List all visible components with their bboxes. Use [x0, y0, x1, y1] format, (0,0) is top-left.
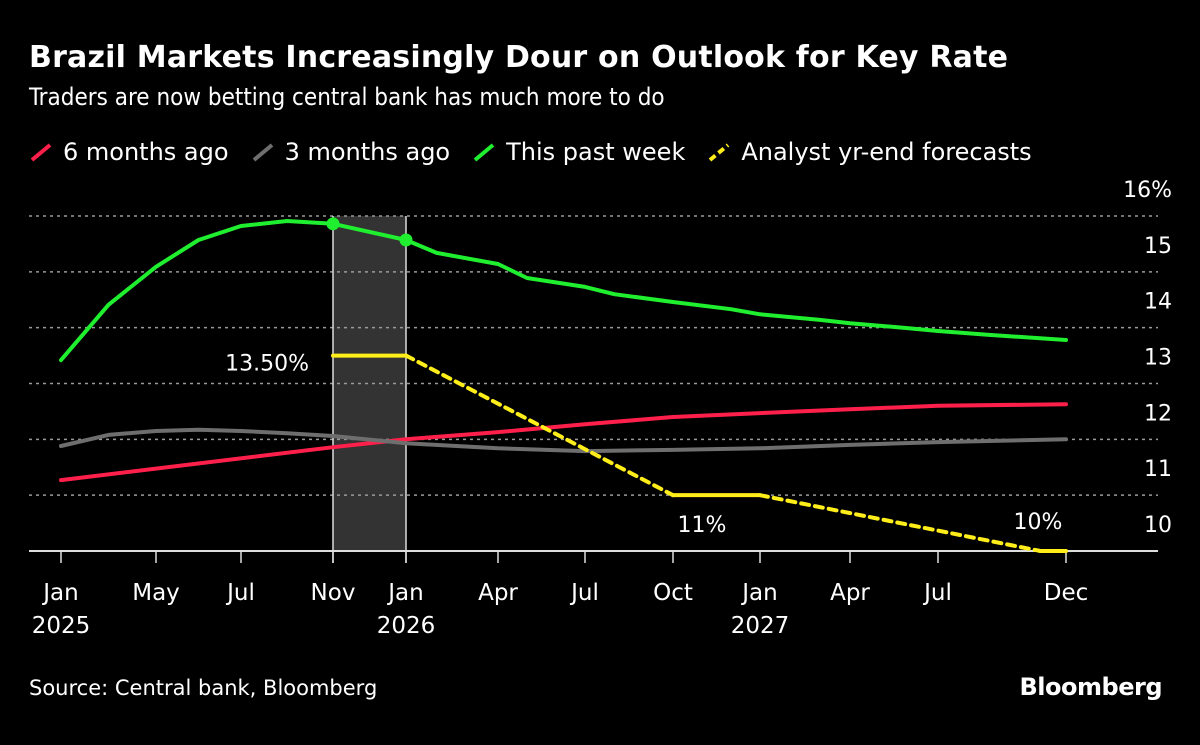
- x-tick-label: Dec: [1044, 580, 1089, 606]
- series-line: [59, 427, 1068, 454]
- legend-swatch-red: [30, 143, 52, 162]
- annotation-label: 13.50%: [225, 352, 309, 377]
- series-line: [59, 219, 1068, 363]
- x-tick-year-label: 2025: [32, 613, 91, 639]
- highlight-marker: [326, 217, 340, 231]
- legend-label: This past week: [506, 138, 686, 166]
- series-6-months-ago: [59, 402, 1068, 483]
- x-tick-label: Nov: [311, 580, 356, 606]
- x-tick-year-label: 2027: [731, 613, 790, 639]
- legend-item-6-months-ago: 6 months ago: [29, 138, 229, 166]
- source-note: Source: Central bank, Bloomberg: [29, 676, 378, 700]
- bloomberg-logo: Bloomberg: [1019, 673, 1163, 701]
- x-tick-label: Jan: [41, 580, 78, 606]
- y-tick-label: 15: [1144, 234, 1172, 259]
- legend-item-this-past-week: This past week: [472, 138, 685, 166]
- x-tick-label: Jan: [386, 580, 423, 606]
- x-tick-label: May: [132, 580, 180, 606]
- legend-swatch-green: [473, 143, 495, 162]
- highlight-marker: [399, 233, 413, 247]
- y-tick-label: 13: [1144, 346, 1172, 371]
- legend-item-3-months-ago: 3 months ago: [251, 138, 451, 166]
- legend: 6 months ago 3 months ago This past week…: [29, 138, 1032, 166]
- annotation-label: 10%: [1014, 510, 1063, 535]
- x-tick-label: Jul: [225, 580, 255, 606]
- series-analyst-yr-end-forecasts: [331, 353, 1068, 553]
- legend-swatch-gray: [252, 143, 273, 162]
- legend-label: 6 months ago: [63, 138, 229, 166]
- chart-subtitle: Traders are now betting central bank has…: [29, 83, 665, 111]
- chart-title: Brazil Markets Increasingly Dour on Outl…: [29, 40, 1009, 75]
- x-tick-label: Jan: [740, 580, 777, 606]
- y-tick-label: 14: [1144, 290, 1172, 315]
- y-tick-label: 11: [1144, 457, 1172, 482]
- x-tick-year-label: 2026: [377, 613, 436, 639]
- legend-swatch-yellow-dashed: [709, 143, 730, 162]
- x-tick-label: Apr: [830, 580, 870, 606]
- forecast-transition-segment: [758, 493, 1043, 553]
- series-3-months-ago: [59, 427, 1068, 454]
- annotation-label: 11%: [678, 513, 727, 538]
- y-tick-label: 10: [1144, 513, 1172, 538]
- forecast-transition-segment: [404, 353, 675, 498]
- series-line: [59, 402, 1068, 483]
- x-tick-label: Jul: [922, 580, 952, 606]
- legend-label: 3 months ago: [284, 138, 451, 166]
- y-tick-label: 12: [1144, 401, 1172, 426]
- x-tick-label: Apr: [478, 580, 518, 606]
- y-tick-label: 16%: [1123, 178, 1172, 203]
- legend-label: Analyst yr-end forecasts: [741, 138, 1032, 166]
- x-tick-label: Oct: [653, 580, 693, 606]
- legend-item-analyst-forecasts: Analyst yr-end forecasts: [707, 138, 1032, 166]
- series-this-past-week: [59, 217, 1068, 363]
- x-tick-label: Jul: [569, 580, 599, 606]
